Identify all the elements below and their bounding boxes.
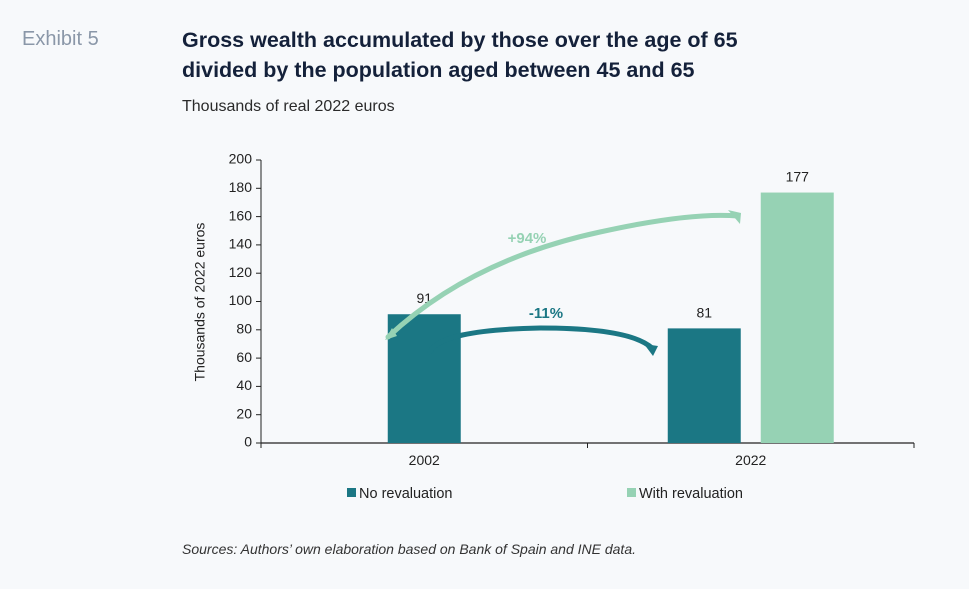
y-tick-label: 40 <box>236 377 252 393</box>
y-tick-label: 200 <box>229 151 253 167</box>
arrow-no-revaluation-change <box>427 325 655 355</box>
annotation-label-with-revaluation: +94% <box>508 230 547 247</box>
x-tick-label: 2022 <box>735 452 766 468</box>
legend-label: With revaluation <box>639 486 743 502</box>
legend-swatch-with-revaluation <box>627 488 636 497</box>
legend: No revaluation With revaluation <box>347 486 743 502</box>
annotation-label-no-revaluation: -11% <box>529 305 563 322</box>
x-tick-label: 2002 <box>409 452 440 468</box>
y-axis-label: Thousands of 2022 euros <box>192 223 208 382</box>
arrowhead-with-revaluation <box>728 210 741 224</box>
bar-value-label: 177 <box>786 169 810 185</box>
y-tick-label: 180 <box>229 179 253 195</box>
sources-note: Sources: Authors’ own elaboration based … <box>182 541 637 557</box>
bar-with-revaluation-2022 <box>760 192 834 443</box>
exhibit-label: Exhibit 5 <box>22 28 99 50</box>
arrowhead-no-revaluation <box>644 344 658 356</box>
bar-value-label: 81 <box>696 304 712 320</box>
chart-title-line-2: divided by the population aged between 4… <box>182 58 695 82</box>
y-tick-label: 0 <box>244 434 252 450</box>
y-tick-label: 120 <box>229 264 253 280</box>
legend-label: No revaluation <box>359 486 453 502</box>
bar-no-revaluation-2022 <box>667 328 741 443</box>
annotation-arrows: -11% +94% <box>385 210 741 356</box>
y-tick-label: 60 <box>236 349 252 365</box>
y-tick-label: 20 <box>236 405 252 421</box>
y-tick-label: 100 <box>229 292 253 308</box>
legend-swatch-no-revaluation <box>347 488 356 497</box>
arrow-tail-with-revaluation <box>385 328 397 340</box>
y-tick-label: 160 <box>229 207 253 223</box>
chart-title: Gross wealth accumulated by those over t… <box>182 25 902 85</box>
y-tick-label: 140 <box>229 236 253 252</box>
arrow-with-revaluation-change <box>385 212 741 340</box>
y-axis: 0 20 40 60 80 100 120 140 160 180 200 <box>229 151 262 450</box>
chart-title-line-1: Gross wealth accumulated by those over t… <box>182 28 738 52</box>
chart-subtitle: Thousands of real 2022 euros <box>182 98 395 115</box>
y-tick-label: 80 <box>236 321 252 337</box>
x-axis: 2002 2022 <box>260 442 915 468</box>
bar-no-revaluation-2002 <box>387 314 461 443</box>
